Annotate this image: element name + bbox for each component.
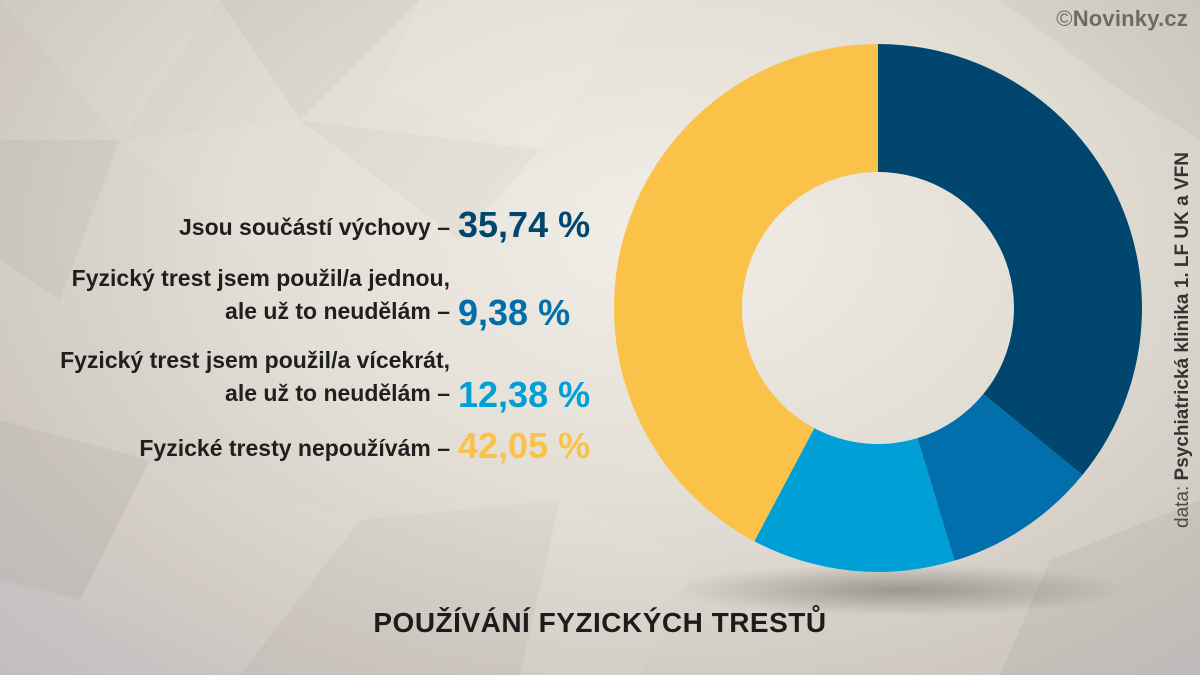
legend-label-3-line1: Fyzický trest jsem použil/a vícekrát, [60, 347, 450, 373]
donut-slice-4 [613, 44, 878, 542]
data-source: data: Psychiatrická klinika 1. LF UK a V… [1172, 152, 1194, 528]
legend-label-2-line1: Fyzický trest jsem použil/a jednou, [71, 265, 450, 291]
donut-slice-1 [878, 44, 1142, 476]
donut-chart [613, 44, 1142, 616]
legend-label-3: Fyzický trest jsem použil/a vícekrát, al… [60, 344, 450, 410]
donut-slices [613, 44, 1142, 572]
legend-value-4: 42,05 % [458, 425, 591, 466]
legend-value-3: 12,38 % [458, 374, 591, 415]
legend-label-1: Jsou součástí výchovy – [179, 211, 450, 244]
legend-label-1-line2: Jsou součástí výchovy – [178, 214, 450, 240]
chart-title: POUŽÍVÁNÍ FYZICKÝCH TRESTŮ [373, 607, 827, 638]
legend-value-1: 35,74 % [458, 204, 591, 245]
legend-label-4: Fyzické tresty nepoužívám – [139, 432, 450, 465]
copyright-text: Novinky.cz [1072, 6, 1188, 31]
copyright-symbol: © [1056, 6, 1073, 31]
donut-shadow [670, 564, 1130, 616]
legend-label-3-line2: ale už to neudělám – [225, 380, 450, 406]
donut-slice-3 [754, 428, 955, 572]
legend-value-2: 9,38 % [458, 292, 571, 333]
donut-slice-2 [917, 394, 1083, 561]
data-source-name: Psychiatrická klinika 1. LF UK a VFN [1172, 152, 1193, 481]
data-source-prefix: data: [1172, 485, 1193, 528]
copyright-notice: ©Novinky.cz [1056, 6, 1188, 32]
legend-label-4-line2: Fyzické tresty nepoužívám – [139, 435, 450, 461]
legend-label-2-line2: ale už to neudělám – [225, 298, 450, 324]
legend-label-2: Fyzický trest jsem použil/a jednou, ale … [72, 262, 450, 328]
